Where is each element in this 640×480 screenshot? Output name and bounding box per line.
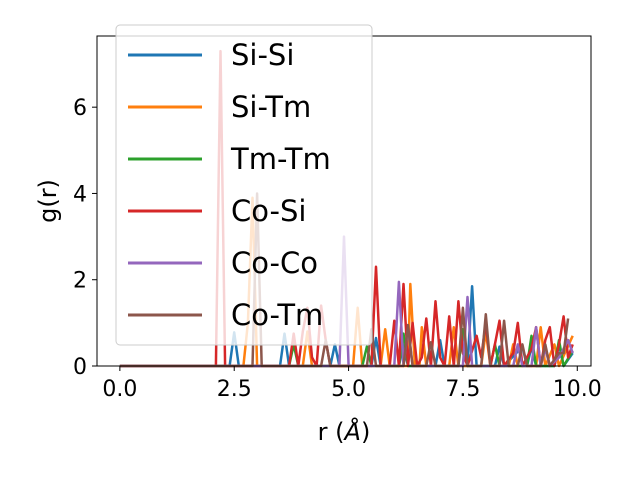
y-axis: 0 2 4 6: [73, 96, 97, 380]
y-tick-label: 4: [73, 182, 87, 207]
y-axis-label: g(r): [34, 179, 62, 223]
x-axis: 0.0 2.5 5.0 7.5 10.0: [102, 366, 602, 402]
legend-label: Tm-Tm: [230, 142, 331, 176]
x-tick-label: 10.0: [553, 377, 602, 402]
y-tick-label: 2: [73, 269, 87, 294]
x-tick-label: 2.5: [217, 377, 252, 402]
legend-label: Si-Tm: [231, 90, 311, 124]
y-tick-label: 0: [73, 355, 87, 380]
x-axis-label: r (Å): [318, 417, 371, 446]
x-tick-label: 0.0: [102, 377, 137, 402]
legend-box: [115, 24, 373, 346]
legend-label: Si-Si: [231, 38, 294, 72]
legend-label: Co-Si: [231, 194, 306, 228]
legend-label: Co-Co: [231, 246, 318, 280]
legend: Si-Si Si-Tm Tm-Tm Co-Si Co-Co Co-Tm: [115, 24, 373, 346]
legend-label: Co-Tm: [231, 298, 323, 332]
series-line-co-si: [119, 49, 574, 368]
y-tick-label: 6: [73, 96, 87, 121]
x-tick-label: 7.5: [445, 377, 480, 402]
x-tick-label: 5.0: [331, 377, 366, 402]
